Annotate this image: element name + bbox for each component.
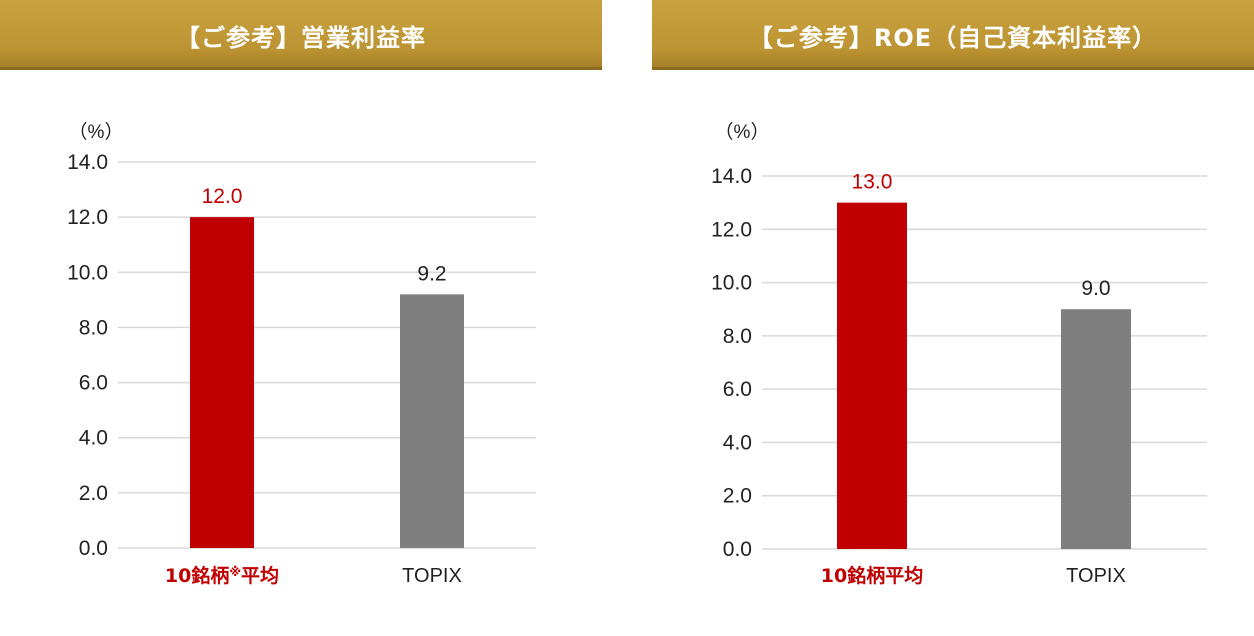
bar [400, 294, 464, 548]
panel-title: 【ご参考】ROE（自己資本利益率） [748, 23, 1158, 52]
y-tick-label: 12.0 [67, 206, 108, 229]
data-label: 9.2 [417, 262, 446, 285]
roe-chart: （%） 0.0 2.0 4.0 6.0 8.0 10.0 12.0 14.0 13.0 10銘柄平均… [711, 121, 1207, 587]
y-tick-label: 10.0 [67, 261, 108, 284]
y-tick-label: 4.0 [79, 427, 108, 450]
y-tick-label: 10.0 [711, 272, 752, 295]
panel-header: 【ご参考】ROE（自己資本利益率） [652, 0, 1254, 70]
bar [1061, 309, 1131, 549]
y-tick-label: 0.0 [723, 538, 752, 561]
y-tick-label: 14.0 [67, 151, 108, 174]
y-axis-unit: （%） [715, 121, 770, 143]
y-tick-label: 8.0 [79, 316, 108, 339]
y-tick-label: 6.0 [723, 378, 752, 401]
bar [190, 217, 254, 548]
data-label: 13.0 [852, 171, 893, 194]
category-label: 10銘柄※平均 [165, 564, 279, 587]
y-tick-label: 0.0 [79, 537, 108, 560]
y-tick-label: 2.0 [723, 485, 752, 508]
category-label: TOPIX [1066, 565, 1126, 587]
y-tick-label: 8.0 [723, 325, 752, 348]
y-axis-unit: （%） [69, 121, 124, 143]
y-tick-label: 4.0 [723, 431, 752, 454]
y-tick-label: 6.0 [79, 372, 108, 395]
panel-title: 【ご参考】営業利益率 [176, 23, 426, 52]
y-tick-label: 12.0 [711, 218, 752, 241]
y-tick-label: 2.0 [79, 482, 108, 505]
roe-panel: 【ご参考】ROE（自己資本利益率） （%） 0.0 2.0 4.0 6.0 8.0 10.0… [652, 0, 1254, 636]
category-label: TOPIX [402, 565, 462, 587]
data-label: 12.0 [202, 185, 243, 208]
operating-margin-chart: （%） 0.0 2.0 4.0 6.0 8.0 10.0 12.0 14.0 12.0 10銘柄※平… [67, 121, 536, 587]
data-label: 9.0 [1081, 277, 1110, 300]
category-label: 10銘柄平均 [821, 564, 923, 587]
panel-header: 【ご参考】営業利益率 [0, 0, 602, 70]
operating-margin-panel: 【ご参考】営業利益率 （%） 0.0 2.0 4.0 6.0 8.0 10.0 12.0 14.… [0, 0, 602, 636]
bar [837, 202, 907, 549]
y-tick-label: 14.0 [711, 165, 752, 188]
